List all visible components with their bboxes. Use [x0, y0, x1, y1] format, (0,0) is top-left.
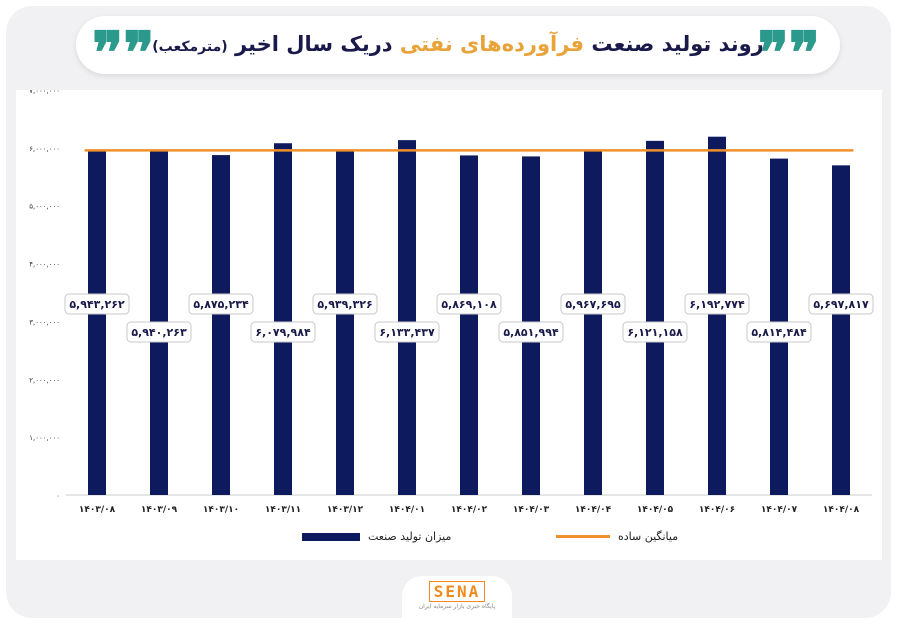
data-label-box [126, 321, 192, 343]
legend-item-production: میزان تولید صنعت [302, 530, 451, 543]
bar [832, 165, 850, 496]
x-tick-label: ۱۴۰۴/۰۵ [637, 505, 674, 515]
legend-label-average: میانگین ساده [618, 530, 679, 543]
y-tick-label: ۳,۰۰۰,۰۰۰ [29, 318, 60, 326]
data-label: ۶,۱۲۱,۱۵۸ [627, 326, 683, 339]
data-label: ۵,۹۴۰,۲۶۳ [131, 326, 187, 339]
data-label-box [312, 293, 378, 315]
data-label-box [498, 321, 564, 343]
x-tick-label: ۱۴۰۳/۱۰ [203, 505, 239, 515]
title-tail: دریک سال اخیر [234, 32, 393, 56]
y-tick-label: ۵,۰۰۰,۰۰۰ [29, 203, 60, 211]
legend-label-production: میزان تولید صنعت [368, 530, 452, 543]
title-main: روند تولید صنعت [591, 32, 764, 56]
bar [460, 155, 478, 495]
bar-chart: ۰ ۱,۰۰۰,۰۰۰ ۲,۰۰۰,۰۰۰ ۳,۰۰۰,۰۰۰ ۴,۰۰۰,۰۰۰ ۵,۰… [29, 90, 874, 515]
data-label: ۶,۰۷۹,۹۸۴ [255, 326, 311, 339]
plot-area: ۰ ۱,۰۰۰,۰۰۰ ۲,۰۰۰,۰۰۰ ۳,۰۰۰,۰۰۰ ۴,۰۰۰,۰۰۰ ۵,۰… [16, 90, 882, 560]
title-banner: ❞❞ روند تولید صنعت فرآورده‌های نفتی دریک… [76, 16, 840, 82]
logo-subtitle: پایگاه خبری بازار سرمایه ایران [418, 603, 496, 610]
bar [646, 140, 664, 495]
sena-logo: SENA پایگاه خبری بازار سرمایه ایران [402, 576, 512, 618]
data-label: ۵,۶۹۷,۸۱۷ [813, 298, 869, 311]
data-label-box [622, 321, 688, 343]
x-tick-label: ۱۴۰۳/۰۹ [141, 505, 178, 515]
legend-item-average: میانگین ساده [556, 530, 678, 543]
bar [336, 151, 354, 496]
x-tick-label: ۱۴۰۳/۰۸ [79, 505, 116, 515]
bar [708, 136, 726, 495]
card-frame: ❞❞ روند تولید صنعت فرآورده‌های نفتی دریک… [6, 6, 891, 618]
data-label: ۵,۸۱۴,۴۸۴ [751, 326, 807, 339]
chart-title: روند تولید صنعت فرآورده‌های نفتی دریک سا… [76, 32, 840, 56]
x-tick-label: ۱۴۰۴/۰۷ [761, 505, 798, 515]
x-tick-label: ۱۴۰۴/۰۲ [451, 505, 488, 515]
quote-icon-right: ❞❞ [757, 19, 820, 87]
legend-swatch-line [556, 535, 610, 538]
data-label-box [250, 321, 316, 343]
bar [274, 143, 292, 495]
x-tick-label: ۱۴۰۳/۱۱ [265, 505, 301, 515]
data-label-box [808, 293, 874, 315]
y-tick-label: ۱,۰۰۰,۰۰۰ [29, 434, 60, 442]
data-label-box [436, 293, 502, 315]
data-label: ۵,۸۷۵,۲۳۴ [193, 298, 249, 311]
bar [212, 155, 230, 495]
bar [584, 149, 602, 495]
title-accent: فرآورده‌های نفتی [399, 32, 585, 56]
data-label: ۵,۹۶۷,۶۹۵ [565, 298, 621, 311]
logo-name: SENA [428, 581, 486, 602]
x-tick-label: ۱۴۰۴/۰۸ [823, 505, 860, 515]
x-tick-label: ۱۴۰۴/۰۱ [389, 505, 425, 515]
quote-icon-left: ❞❞ [92, 19, 155, 87]
y-tick-label: ۴,۰۰۰,۰۰۰ [29, 261, 60, 269]
data-label: ۵,۹۳۹,۳۲۶ [317, 298, 372, 311]
x-tick-label: ۱۴۰۳/۱۲ [327, 505, 364, 515]
data-label-box [560, 293, 626, 315]
data-label: ۵,۹۴۳,۲۶۲ [69, 298, 125, 311]
x-tick-label: ۱۴۰۴/۰۳ [513, 505, 550, 515]
x-tick-label: ۱۴۰۴/۰۶ [699, 505, 735, 515]
data-label: ۶,۱۹۲,۷۷۴ [689, 298, 745, 311]
bar [88, 151, 106, 496]
data-label: ۵,۸۶۹,۱۰۸ [441, 298, 497, 311]
data-label-box [188, 293, 254, 315]
bar [398, 140, 416, 496]
y-tick-label: ۲,۰۰۰,۰۰۰ [29, 376, 60, 384]
data-label: ۶,۱۳۳,۴۳۷ [379, 326, 435, 339]
data-label: ۵,۸۵۱,۹۹۴ [503, 326, 559, 339]
title-unit: (مترمکعب) [152, 39, 228, 55]
y-tick-label: ۷,۰۰۰,۰۰۰ [29, 90, 60, 95]
data-label-box [684, 293, 750, 315]
data-label-box [374, 321, 440, 343]
data-label-box [64, 293, 130, 315]
data-label-box [746, 321, 812, 343]
legend-swatch-bar [302, 532, 360, 541]
x-tick-label: ۱۴۰۴/۰۴ [575, 505, 612, 515]
y-tick-label: ۶,۰۰۰,۰۰۰ [29, 145, 60, 153]
y-tick-label: ۰ [56, 492, 60, 500]
